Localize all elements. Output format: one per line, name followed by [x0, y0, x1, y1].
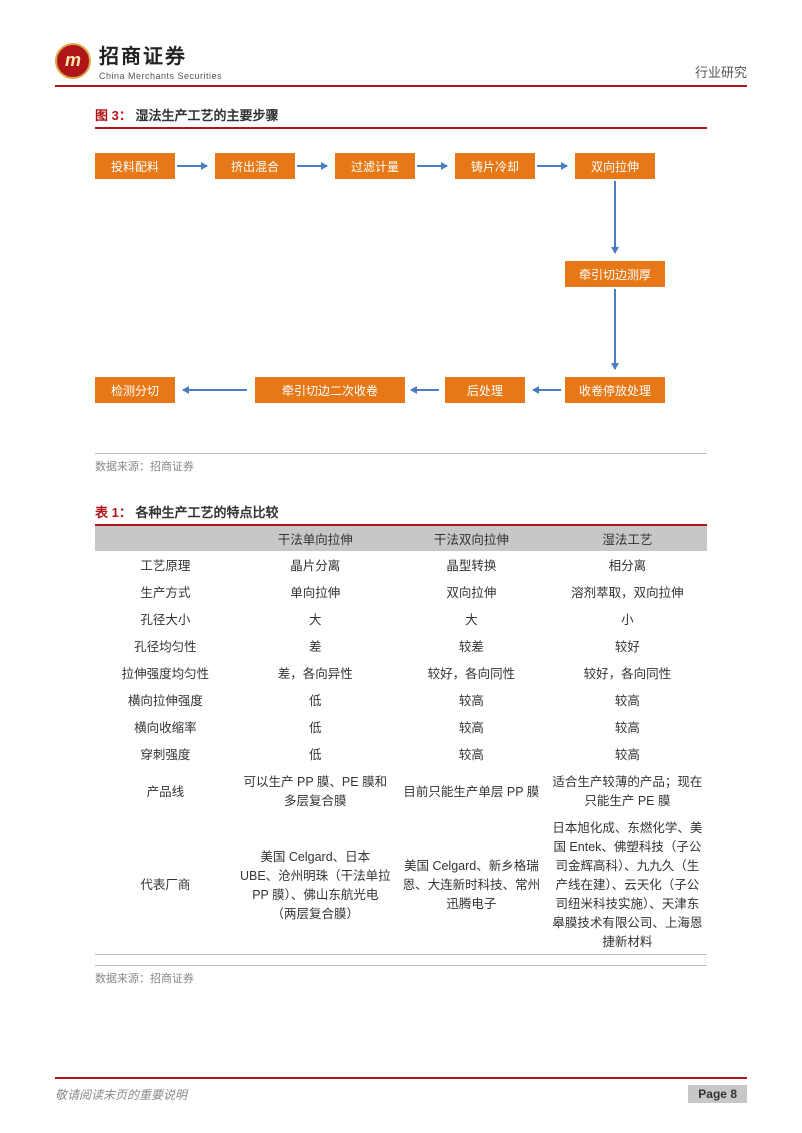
flow-node: 牵引切边测厚	[565, 261, 665, 287]
table-row: 生产方式单向拉伸双向拉伸溶剂萃取，双向拉伸	[95, 578, 707, 605]
table-title: 表 1： 各种生产工艺的特点比较	[95, 502, 707, 526]
flow-arrow	[297, 165, 327, 167]
table-cell: 较高	[395, 740, 548, 767]
table-cell: 小	[548, 605, 707, 632]
table-cell: 孔径均匀性	[95, 632, 236, 659]
table-cell: 低	[236, 686, 395, 713]
table-cell: 拉伸强度均匀性	[95, 659, 236, 686]
flow-arrow	[177, 165, 207, 167]
table-row: 工艺原理晶片分离晶型转换相分离	[95, 551, 707, 578]
table-header-cell: 干法单向拉伸	[236, 526, 395, 551]
table-row: 拉伸强度均匀性差，各向异性较好，各向同性较好，各向同性	[95, 659, 707, 686]
logo-icon: m	[55, 43, 91, 79]
table-row: 孔径大小大大小	[95, 605, 707, 632]
flow-arrow	[183, 389, 247, 391]
flow-node: 双向拉伸	[575, 153, 655, 179]
table-cell: 相分离	[548, 551, 707, 578]
table-label: 表 1：	[95, 505, 132, 520]
table-cell: 晶片分离	[236, 551, 395, 578]
table-cell: 差，各向异性	[236, 659, 395, 686]
page-number: Page 8	[688, 1085, 747, 1103]
figure-title: 图 3： 湿法生产工艺的主要步骤	[95, 105, 707, 129]
table-cell: 横向收缩率	[95, 713, 236, 740]
company-name-en: China Merchants Securities	[99, 71, 222, 81]
flow-arrow	[417, 165, 447, 167]
table-cell: 适合生产较薄的产品；现在只能生产 PE 膜	[548, 767, 707, 813]
table-cell: 美国 Celgard、日本 UBE、沧州明珠（干法单拉 PP 膜）、佛山东航光电…	[236, 813, 395, 955]
figure-title-text: 湿法生产工艺的主要步骤	[135, 108, 278, 123]
flow-node: 检测分切	[95, 377, 175, 403]
flow-node: 投料配料	[95, 153, 175, 179]
flow-node: 后处理	[445, 377, 525, 403]
flow-node: 收卷停放处理	[565, 377, 665, 403]
table-cell: 代表厂商	[95, 813, 236, 955]
flow-node: 铸片冷却	[455, 153, 535, 179]
table-cell: 较好	[548, 632, 707, 659]
table-row: 孔径均匀性差较差较好	[95, 632, 707, 659]
figure-label: 图 3：	[95, 108, 132, 123]
table-cell: 大	[236, 605, 395, 632]
table-cell: 双向拉伸	[395, 578, 548, 605]
table-cell: 较高	[548, 740, 707, 767]
table-cell: 美国 Celgard、新乡格瑞恩、大连新时科技、常州迅腾电子	[395, 813, 548, 955]
flow-node: 挤出混合	[215, 153, 295, 179]
flowchart: 投料配料 挤出混合 过滤计量 铸片冷却 双向拉伸 牵引切边测厚 收卷停放处理 后…	[95, 143, 707, 443]
table-cell: 较高	[548, 713, 707, 740]
table-cell: 可以生产 PP 膜、PE 膜和多层复合膜	[236, 767, 395, 813]
table-cell: 溶剂萃取，双向拉伸	[548, 578, 707, 605]
flow-node: 过滤计量	[335, 153, 415, 179]
footer-note: 敬请阅读末页的重要说明	[55, 1086, 187, 1103]
table-row: 穿刺强度低较高较高	[95, 740, 707, 767]
table-cell: 晶型转换	[395, 551, 548, 578]
flow-arrow	[614, 181, 616, 253]
table-cell: 单向拉伸	[236, 578, 395, 605]
table-cell: 差	[236, 632, 395, 659]
table-body: 工艺原理晶片分离晶型转换相分离生产方式单向拉伸双向拉伸溶剂萃取，双向拉伸孔径大小…	[95, 551, 707, 955]
figure-source: 数据来源：招商证券	[95, 453, 707, 474]
page-header: m 招商证券 China Merchants Securities 行业研究	[55, 40, 747, 87]
table-cell: 工艺原理	[95, 551, 236, 578]
table-cell: 较差	[395, 632, 548, 659]
header-category: 行业研究	[695, 62, 747, 81]
table-cell: 低	[236, 740, 395, 767]
table-row: 横向拉伸强度低较高较高	[95, 686, 707, 713]
logo-block: m 招商证券 China Merchants Securities	[55, 40, 222, 81]
table-cell: 目前只能生产单层 PP 膜	[395, 767, 548, 813]
source-prefix: 数据来源：	[95, 461, 150, 473]
table-row: 横向收缩率低较高较高	[95, 713, 707, 740]
page-footer: 敬请阅读末页的重要说明 Page 8	[55, 1077, 747, 1103]
table-title-text: 各种生产工艺的特点比较	[135, 505, 278, 520]
table-cell: 较好，各向同性	[395, 659, 548, 686]
flow-arrow	[533, 389, 561, 391]
table-cell: 生产方式	[95, 578, 236, 605]
table-cell: 穿刺强度	[95, 740, 236, 767]
table-header-cell	[95, 526, 236, 551]
flow-arrow	[537, 165, 567, 167]
table-cell: 大	[395, 605, 548, 632]
table-cell: 孔径大小	[95, 605, 236, 632]
table-cell: 较高	[395, 686, 548, 713]
company-name-cn: 招商证券	[99, 40, 222, 69]
table-cell: 较高	[395, 713, 548, 740]
source-text: 招商证券	[150, 973, 194, 985]
table-row: 代表厂商美国 Celgard、日本 UBE、沧州明珠（干法单拉 PP 膜）、佛山…	[95, 813, 707, 955]
table-cell: 日本旭化成、东燃化学、美国 Entek、佛塑科技（子公司金辉高科）、九九久（生产…	[548, 813, 707, 955]
flow-arrow	[411, 389, 439, 391]
source-text: 招商证券	[150, 461, 194, 473]
table-cell: 较高	[548, 686, 707, 713]
table-cell: 横向拉伸强度	[95, 686, 236, 713]
flow-node: 牵引切边二次收卷	[255, 377, 405, 403]
table-header-row: 干法单向拉伸 干法双向拉伸 湿法工艺	[95, 526, 707, 551]
table-row: 产品线可以生产 PP 膜、PE 膜和多层复合膜目前只能生产单层 PP 膜适合生产…	[95, 767, 707, 813]
comparison-table: 干法单向拉伸 干法双向拉伸 湿法工艺 工艺原理晶片分离晶型转换相分离生产方式单向…	[95, 526, 707, 955]
table-cell: 低	[236, 713, 395, 740]
flow-arrow	[614, 289, 616, 369]
table-source: 数据来源：招商证券	[95, 965, 707, 986]
source-prefix: 数据来源：	[95, 973, 150, 985]
table-cell: 较好，各向同性	[548, 659, 707, 686]
table-cell: 产品线	[95, 767, 236, 813]
table-header-cell: 干法双向拉伸	[395, 526, 548, 551]
table-header-cell: 湿法工艺	[548, 526, 707, 551]
